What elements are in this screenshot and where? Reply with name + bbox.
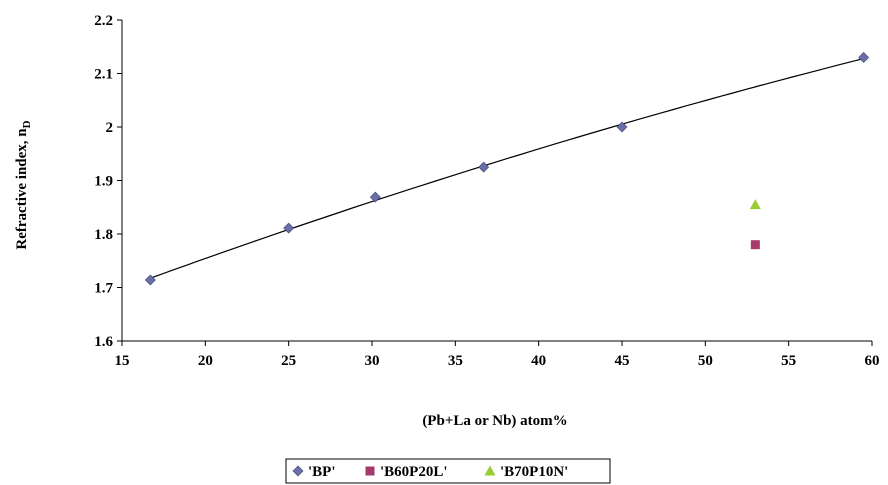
y-tick-label: 1.7	[94, 281, 113, 297]
y-tick-label: 2.1	[94, 67, 113, 83]
y-axis-ticks: 1.6 1.7 1.8 1.9 2 2.1 2.2	[94, 13, 122, 350]
y-axis-title-subscript: D	[21, 120, 33, 128]
y-tick-label: 1.9	[94, 174, 113, 190]
x-tick-label: 60	[865, 353, 880, 369]
x-tick-label: 45	[615, 353, 630, 369]
legend-box	[285, 458, 611, 484]
x-tick-label: 35	[448, 353, 463, 369]
x-tick-label: 40	[531, 353, 546, 369]
y-axis-title: Refractive index, nD	[14, 120, 33, 249]
y-tick-label: 2.2	[94, 13, 113, 29]
data-point	[858, 52, 870, 63]
data-point	[478, 161, 490, 173]
legend: 'BP' 'B60P20L' 'B70P10N'	[285, 458, 611, 484]
y-axis-title-main: Refractive index, n	[14, 128, 30, 250]
x-tick-label: 15	[115, 353, 130, 369]
legend-label: 'B60P20L'	[380, 464, 448, 480]
x-tick-label: 25	[281, 353, 296, 369]
data-point	[369, 191, 381, 203]
y-tick-label: 2	[106, 120, 114, 136]
y-tick-label: 1.6	[94, 334, 113, 350]
y-tick-label: 1.8	[94, 227, 113, 243]
data-points	[144, 52, 870, 286]
x-axis-ticks: 15 20 25 30 35 40 45 50 55 60	[115, 341, 880, 369]
x-tick-label: 30	[365, 353, 380, 369]
trendline-path	[150, 58, 864, 279]
legend-marker	[484, 465, 496, 476]
legend-label: 'B70P10N'	[500, 464, 568, 480]
x-tick-label: 20	[198, 353, 213, 369]
legend-marker	[292, 465, 304, 477]
legend-label: 'BP'	[308, 464, 336, 480]
legend-items: 'BP' 'B60P20L' 'B70P10N'	[292, 464, 568, 480]
data-point	[750, 240, 760, 250]
x-tick-label: 50	[698, 353, 713, 369]
trendline	[150, 58, 864, 279]
x-axis-title: (Pb+La or Nb) atom%	[422, 413, 567, 429]
plot-area	[121, 20, 872, 342]
data-point	[283, 222, 295, 234]
x-tick-label: 55	[781, 353, 796, 369]
legend-marker	[365, 466, 375, 476]
data-point	[144, 274, 156, 286]
data-point	[616, 121, 628, 133]
data-point	[749, 199, 761, 210]
